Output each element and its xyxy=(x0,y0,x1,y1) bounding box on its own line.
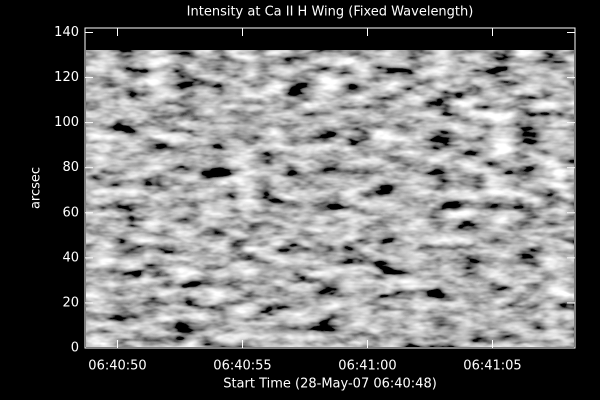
plot-frame xyxy=(84,27,576,349)
x-tick-label: 06:40:55 xyxy=(213,359,271,374)
y-tick-label: 80 xyxy=(62,160,79,175)
y-tick-label: 20 xyxy=(62,295,79,310)
y-tick-label: 140 xyxy=(54,25,79,40)
x-axis-label: Start Time (28-May-07 06:40:48) xyxy=(223,377,437,392)
y-tick-label: 60 xyxy=(62,205,79,220)
intensity-image xyxy=(86,50,574,347)
y-tick-label: 120 xyxy=(54,70,79,85)
y-tick-label: 40 xyxy=(62,250,79,265)
chart-title: Intensity at Ca II H Wing (Fixed Wavelen… xyxy=(187,5,474,20)
y-tick-label: 0 xyxy=(71,341,79,356)
x-tick-label: 06:41:00 xyxy=(338,359,396,374)
y-axis-label: arcsec xyxy=(29,167,44,209)
x-tick-label: 06:41:05 xyxy=(463,359,521,374)
x-tick-label: 06:40:50 xyxy=(88,359,146,374)
y-tick-label: 100 xyxy=(54,115,79,130)
